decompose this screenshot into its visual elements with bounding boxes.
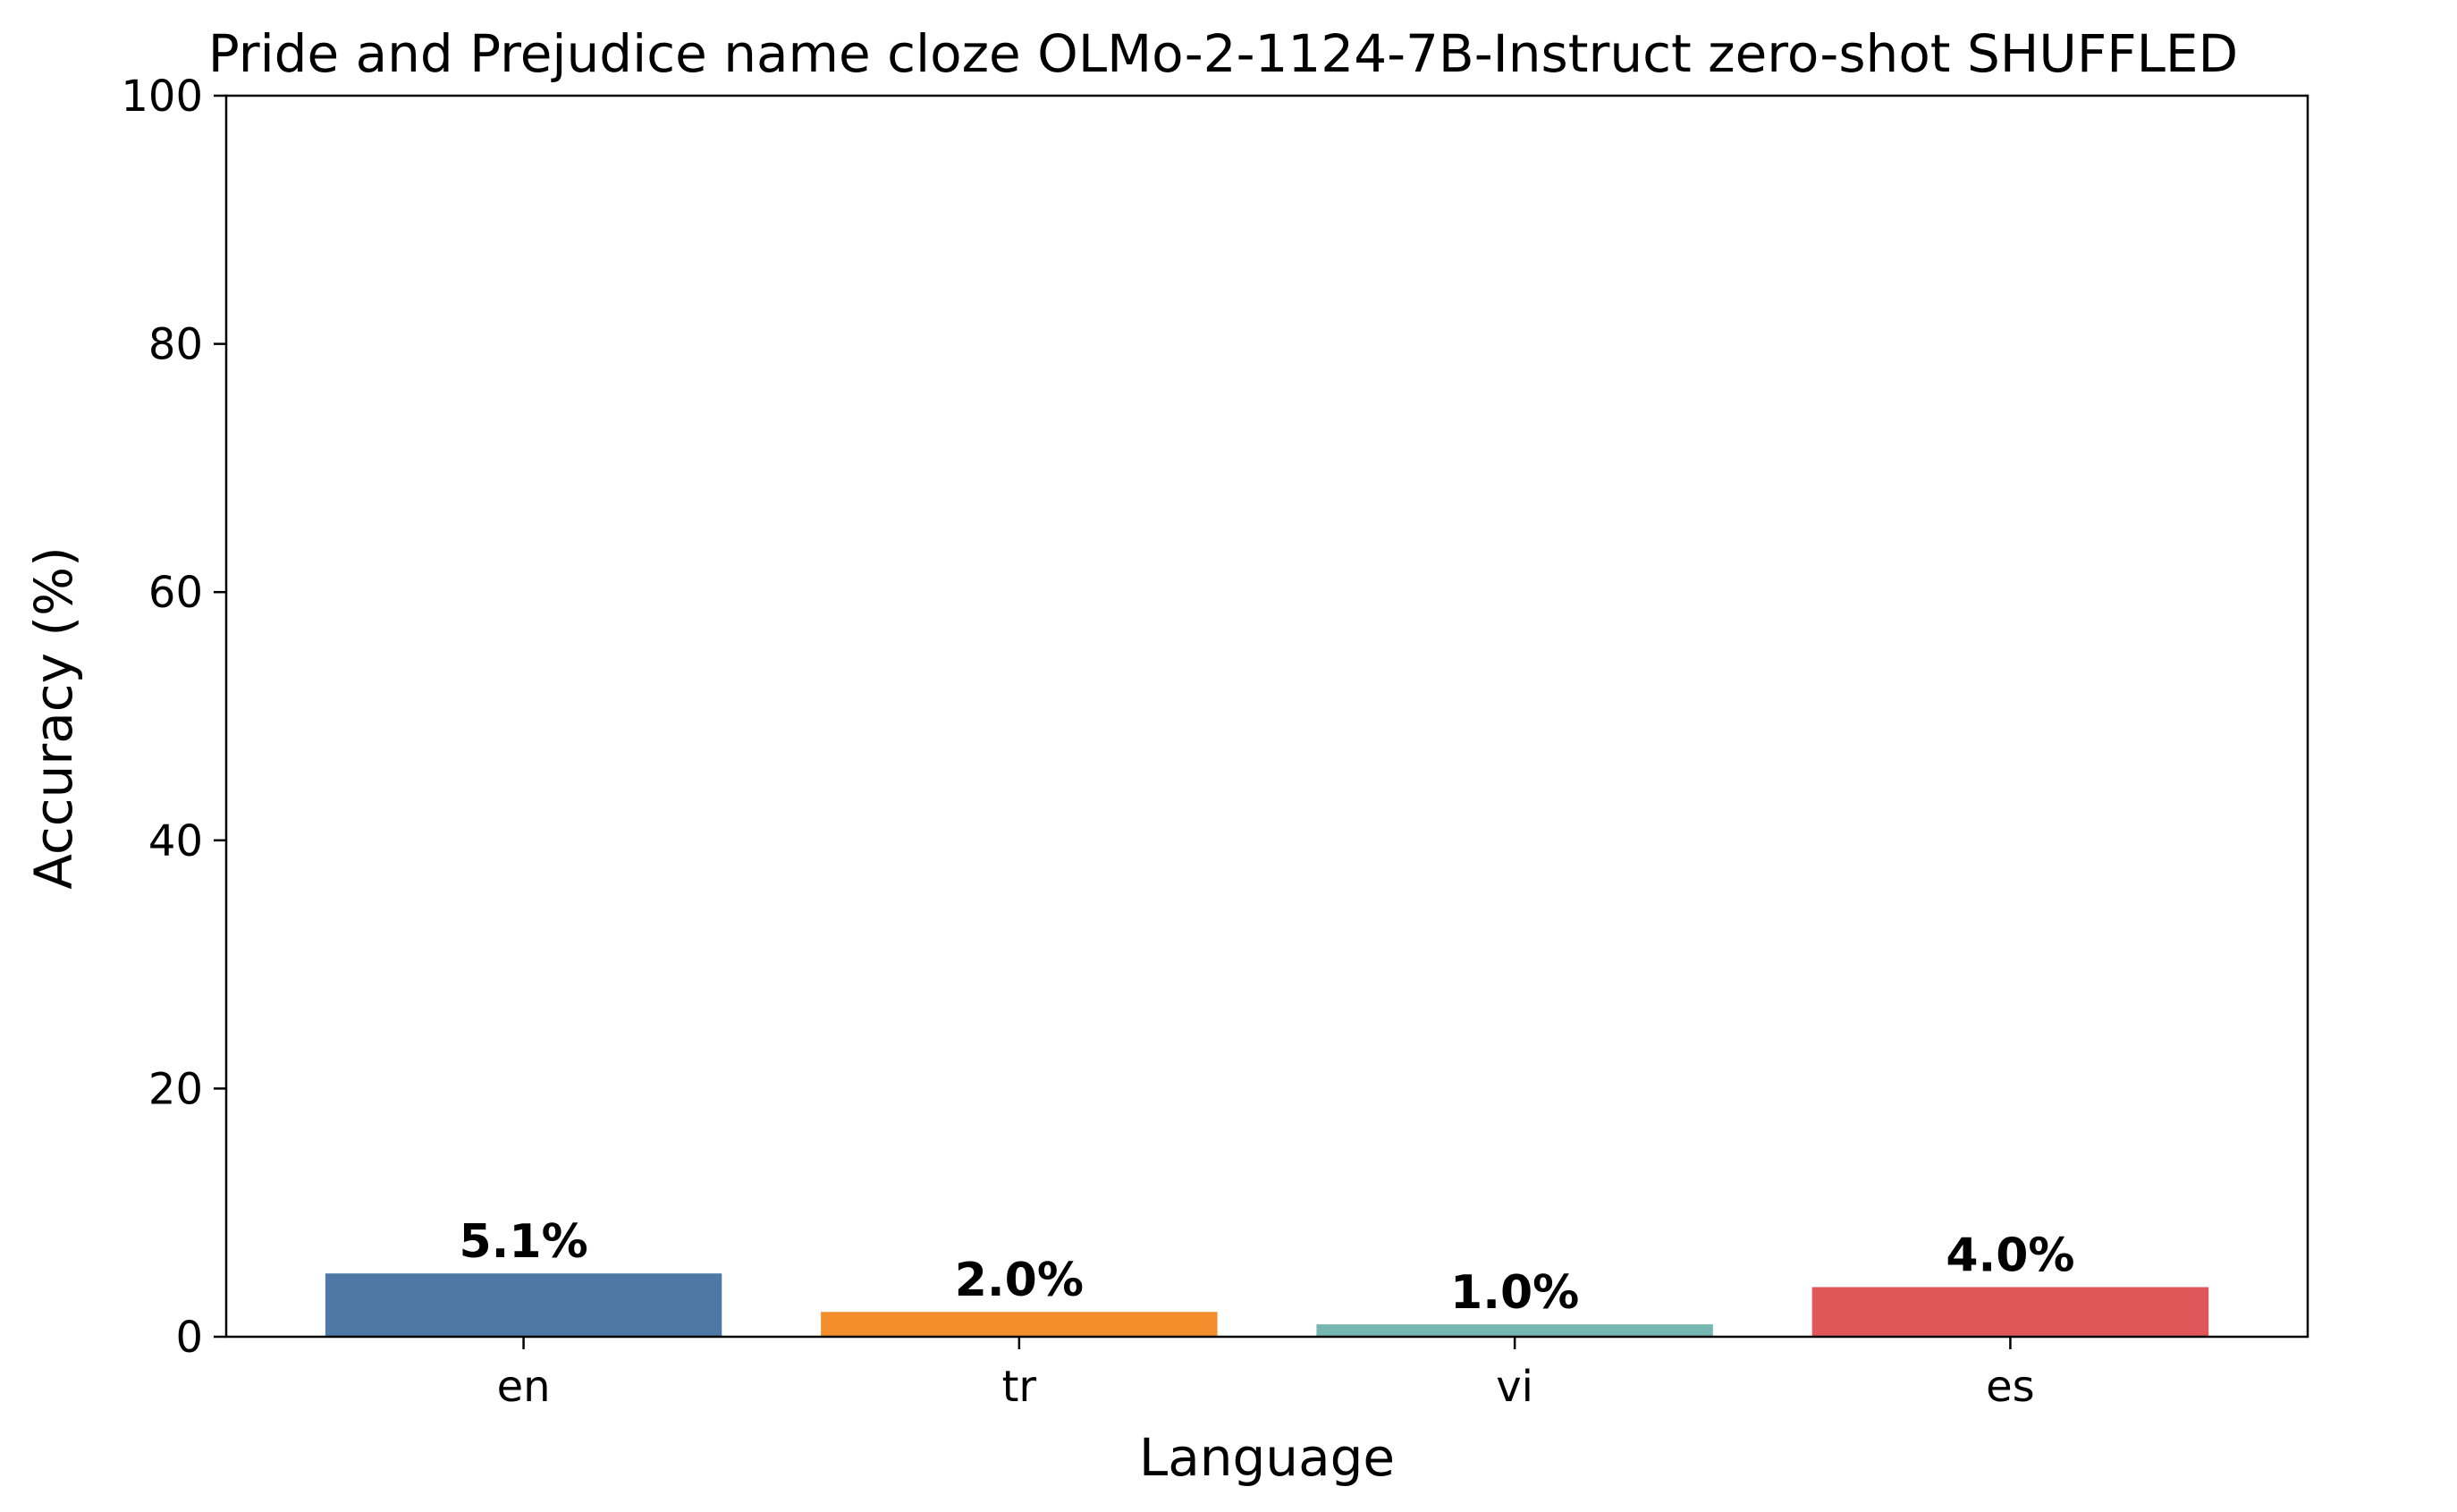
bar-en (325, 1273, 722, 1337)
y-tick-label-80: 80 (148, 320, 203, 370)
bar-tr (821, 1312, 1218, 1337)
y-tick-label-0: 0 (175, 1313, 203, 1363)
x-tick-label-vi: vi (1496, 1362, 1533, 1412)
data-label-tr: 2.0% (955, 1254, 1084, 1307)
chart-title: Pride and Prejudice name cloze OLMo-2-11… (208, 23, 2238, 84)
y-tick-label-100: 100 (121, 72, 203, 122)
bar-vi (1316, 1324, 1713, 1337)
x-tick-label-tr: tr (1002, 1362, 1037, 1412)
y-axis-label: Accuracy (%) (23, 546, 84, 890)
x-axis-label: Language (1139, 1427, 1395, 1488)
axes-layer: en tr vi es 0 20 40 60 80 100 (121, 72, 2309, 1412)
y-tick-label-60: 60 (148, 568, 203, 618)
data-label-en: 5.1% (459, 1215, 587, 1269)
bar-es (1811, 1287, 2209, 1337)
y-tick-label-40: 40 (148, 816, 203, 866)
x-tick-label-es: es (1986, 1362, 2035, 1412)
plot-frame (224, 94, 2309, 1339)
data-label-vi: 1.0% (1450, 1266, 1579, 1320)
bars-layer (325, 1273, 2209, 1337)
data-labels-layer: 5.1% 2.0% 1.0% 4.0% (459, 1215, 2074, 1320)
y-tick-label-20: 20 (148, 1064, 203, 1114)
data-label-es: 4.0% (1946, 1229, 2074, 1282)
x-tick-label-en: en (497, 1362, 551, 1412)
